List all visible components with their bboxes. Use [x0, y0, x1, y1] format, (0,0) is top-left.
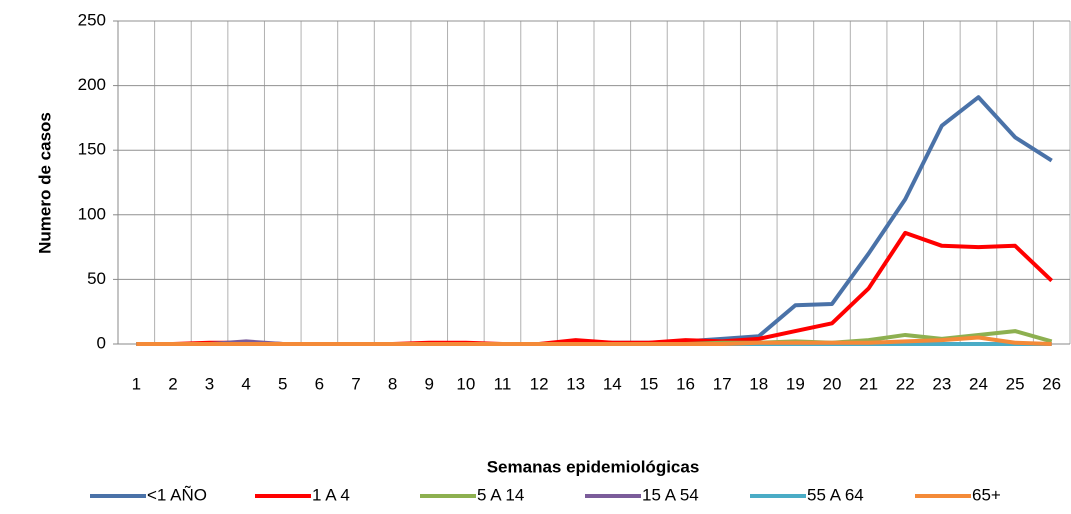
y-axis-title: Numero de casos — [35, 112, 54, 254]
legend-label: 15 A 54 — [642, 485, 699, 504]
legend-label: 55 A 64 — [807, 485, 864, 504]
y-tick-label: 0 — [97, 333, 106, 352]
x-tick-label: 20 — [823, 374, 842, 393]
x-tick-label: 23 — [932, 374, 951, 393]
x-tick-label: 22 — [896, 374, 915, 393]
x-tick-label: 15 — [639, 374, 658, 393]
x-axis-title: Semanas epidemiológicas — [487, 457, 700, 476]
x-tick-label: 25 — [1006, 374, 1025, 393]
legend-label: 1 A 4 — [312, 485, 350, 504]
x-tick-label: 26 — [1042, 374, 1061, 393]
y-tick-label: 250 — [78, 10, 106, 29]
series-line — [136, 335, 1052, 346]
y-tick-label: 150 — [78, 140, 106, 159]
x-tick-label: 6 — [315, 374, 324, 393]
y-tick-label: 50 — [87, 269, 106, 288]
x-tick-label: 8 — [388, 374, 397, 393]
y-tick-label: 200 — [78, 75, 106, 94]
x-tick-label: 13 — [566, 374, 585, 393]
x-tick-label: 14 — [603, 374, 622, 393]
x-tick-label: 11 — [494, 374, 512, 393]
y-tick-label: 100 — [78, 204, 106, 223]
x-tick-label: 12 — [530, 374, 549, 393]
legend-label: 65+ — [972, 485, 1001, 504]
x-tick-label: 18 — [749, 374, 768, 393]
x-tick-label: 5 — [278, 374, 287, 393]
legend-label: 5 A 14 — [477, 485, 524, 504]
x-tick-label: 16 — [676, 374, 695, 393]
x-tick-label: 4 — [241, 374, 250, 393]
x-tick-label: 3 — [205, 374, 214, 393]
x-tick-label: 7 — [351, 374, 360, 393]
x-tick-label: 21 — [859, 374, 878, 393]
legend-label: <1 AÑO — [147, 485, 207, 504]
x-tick-label: 1 — [132, 374, 141, 393]
x-tick-label: 17 — [713, 374, 732, 393]
x-tick-label: 9 — [424, 374, 433, 393]
x-tick-label: 2 — [168, 374, 177, 393]
x-tick-label: 24 — [969, 374, 988, 393]
x-tick-label: 19 — [786, 374, 805, 393]
x-tick-label: 10 — [456, 374, 475, 393]
